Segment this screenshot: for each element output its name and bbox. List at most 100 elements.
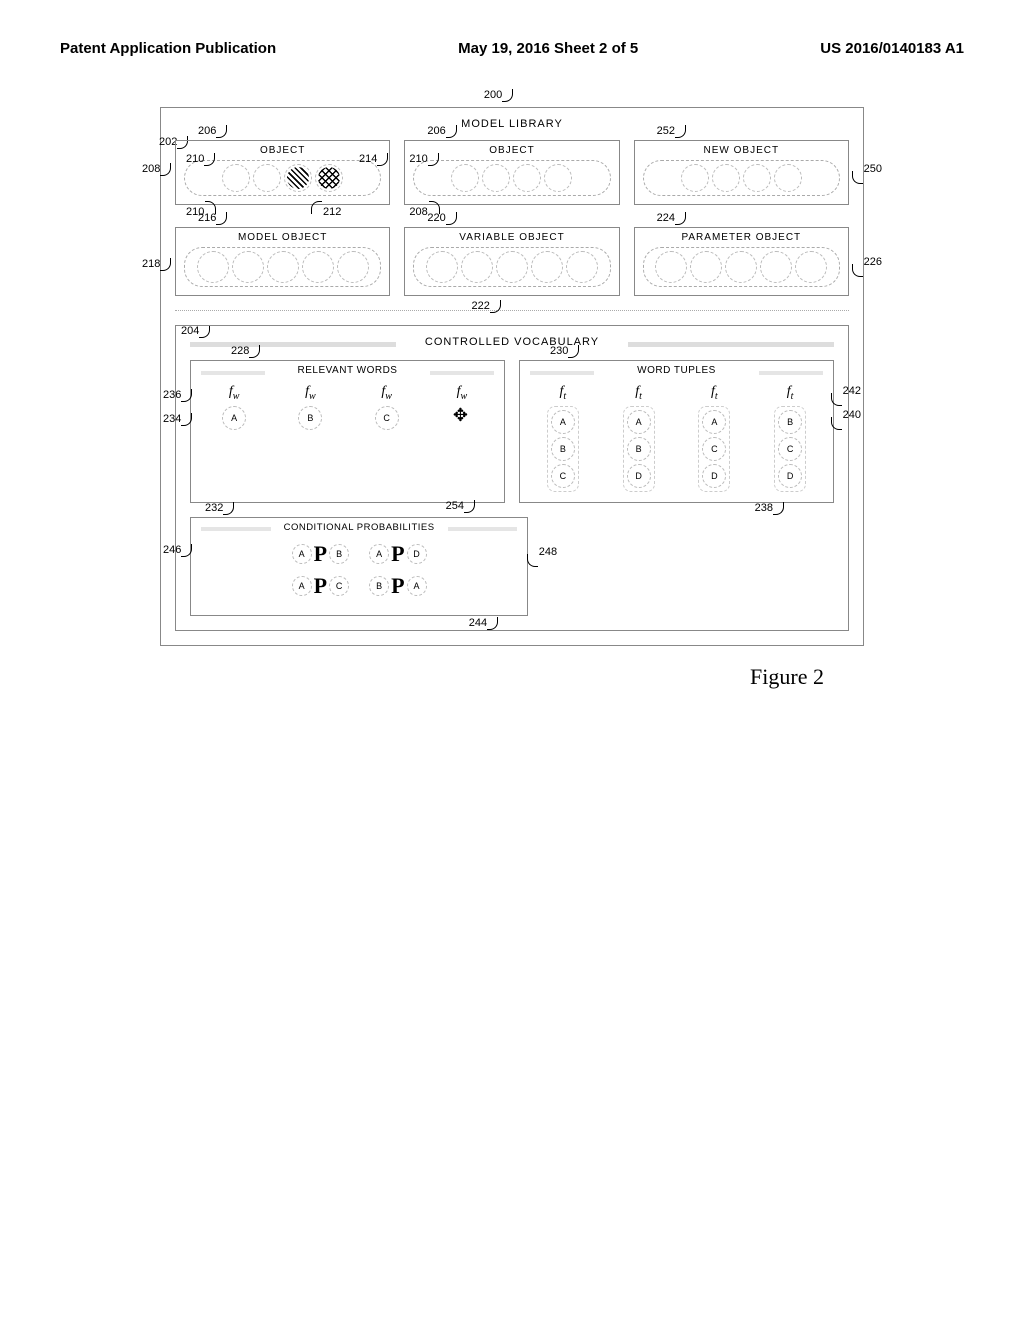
circle xyxy=(513,164,541,192)
letter-b: B xyxy=(298,406,322,430)
ref-208b: 208 xyxy=(409,206,427,218)
tuple-group: B C D xyxy=(774,406,806,492)
circle xyxy=(426,251,458,283)
cond-item: A P D xyxy=(369,541,426,567)
ref-248: 248 xyxy=(539,546,557,558)
word-col: fw B xyxy=(298,384,322,430)
cond-item: A P B xyxy=(292,541,349,567)
tuple-group: A C D xyxy=(698,406,730,492)
ref-244: 244 xyxy=(469,617,487,629)
model-object-title: MODEL OBJECT xyxy=(184,232,381,243)
letter: A xyxy=(407,576,427,596)
letter: D xyxy=(778,464,802,488)
move-cursor-icon xyxy=(451,406,473,428)
circle-crosshatched xyxy=(315,164,343,192)
ref-224: 224 xyxy=(657,212,675,224)
circle-group-variable xyxy=(413,247,610,287)
ref-228: 228 xyxy=(231,345,249,357)
circle xyxy=(544,164,572,192)
ref-220: 220 xyxy=(427,212,445,224)
ref-254: 254 xyxy=(446,500,464,512)
relevant-words-title: RELEVANT WORDS xyxy=(201,365,494,376)
ref-212: 212 xyxy=(323,206,341,218)
tuple-col: ft A C D xyxy=(698,384,730,492)
ref-216: 216 xyxy=(198,212,216,224)
letter: B xyxy=(329,544,349,564)
circle xyxy=(461,251,493,283)
model-object-box: 216 MODEL OBJECT 218 xyxy=(175,227,390,296)
ft-label: ft xyxy=(560,384,567,402)
conditional-probabilities-panel: 232 CONDITIONAL PROBABILITIES 246 A P B xyxy=(190,517,528,616)
fw-label: fw xyxy=(457,384,468,402)
circle-group-1 xyxy=(184,160,381,196)
ref-200: 200 xyxy=(484,89,502,101)
circle xyxy=(531,251,563,283)
circle xyxy=(655,251,687,283)
circle xyxy=(197,251,229,283)
letter-c: C xyxy=(375,406,399,430)
figure-diagram: 200 MODEL LIBRARY 202 206 OBJECT 208 210… xyxy=(160,107,864,690)
letter: C xyxy=(551,464,575,488)
parameter-object-title: PARAMETER OBJECT xyxy=(643,232,840,243)
word-tuples-panel: 230 WORD TUPLES 242 240 ft A B xyxy=(519,360,834,503)
letter: D xyxy=(627,464,651,488)
header-left: Patent Application Publication xyxy=(60,40,276,57)
letter: C xyxy=(778,437,802,461)
circle xyxy=(222,164,250,192)
p-symbol: P xyxy=(314,573,327,599)
circle-group-3 xyxy=(643,160,840,196)
tuple-col: ft A B D xyxy=(623,384,655,492)
circle xyxy=(681,164,709,192)
circle xyxy=(232,251,264,283)
controlled-vocabulary-title: CONTROLLED VOCABULARY xyxy=(190,336,834,348)
letter: B xyxy=(627,437,651,461)
header-center: May 19, 2016 Sheet 2 of 5 xyxy=(458,40,638,57)
ref-218: 218 xyxy=(142,258,160,270)
ref-230: 230 xyxy=(550,345,568,357)
page-header: Patent Application Publication May 19, 2… xyxy=(60,40,964,57)
circle xyxy=(760,251,792,283)
p-symbol: P xyxy=(314,541,327,567)
ft-label: ft xyxy=(787,384,794,402)
letter: A xyxy=(702,410,726,434)
relevant-words-panel: 228 RELEVANT WORDS 236 234 fw A fw xyxy=(190,360,505,503)
cond-item: A P C xyxy=(292,573,349,599)
word-tuples-title: WORD TUPLES xyxy=(530,365,823,376)
ref-246: 246 xyxy=(163,544,181,556)
fw-label: fw xyxy=(381,384,392,402)
ref-210c: 210 xyxy=(409,153,427,165)
letter: C xyxy=(329,576,349,596)
circle xyxy=(496,251,528,283)
circle xyxy=(451,164,479,192)
fw-label: fw xyxy=(305,384,316,402)
cond-item: B P A xyxy=(369,573,426,599)
tuple-col: ft A B C xyxy=(547,384,579,492)
ref-206b: 206 xyxy=(427,125,445,137)
word-col: fw A xyxy=(222,384,246,430)
model-library-box: MODEL LIBRARY 202 206 OBJECT 208 210 214 xyxy=(160,107,864,646)
letter: B xyxy=(778,410,802,434)
ref-214: 214 xyxy=(359,153,377,165)
model-library-title: MODEL LIBRARY xyxy=(175,118,849,130)
circle xyxy=(253,164,281,192)
circle-hatched xyxy=(284,164,312,192)
ref-210a: 210 xyxy=(186,153,204,165)
letter-a: A xyxy=(222,406,246,430)
circle-group-parameter xyxy=(643,247,840,287)
word-col: fw C xyxy=(375,384,399,430)
object-box-1: 206 OBJECT 208 210 214 210 xyxy=(175,140,390,205)
circle xyxy=(566,251,598,283)
variable-object-title: VARIABLE OBJECT xyxy=(413,232,610,243)
circle xyxy=(482,164,510,192)
circle xyxy=(267,251,299,283)
conditional-probabilities-title: CONDITIONAL PROBABILITIES xyxy=(201,522,517,533)
object-title-2: OBJECT xyxy=(413,145,610,156)
library-row-1: 206 OBJECT 208 210 214 210 xyxy=(175,140,849,311)
ref-238: 238 xyxy=(755,502,773,514)
circle xyxy=(712,164,740,192)
letter: C xyxy=(702,437,726,461)
letter: A xyxy=(551,410,575,434)
header-right: US 2016/0140183 A1 xyxy=(820,40,964,57)
ref-234: 234 xyxy=(163,413,181,425)
circle-group-2 xyxy=(413,160,610,196)
